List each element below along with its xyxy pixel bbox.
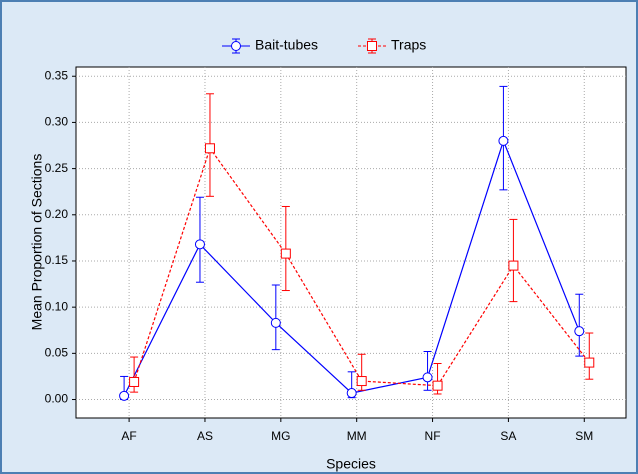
y-tick-label: 0.20 — [45, 207, 69, 221]
x-tick-label: MM — [347, 429, 367, 443]
x-tick-label: AS — [197, 429, 213, 443]
marker — [498, 135, 509, 146]
y-tick-label: 0.25 — [45, 161, 69, 175]
marker — [356, 376, 367, 387]
x-tick-label: MG — [271, 429, 290, 443]
legend-marker — [367, 41, 377, 51]
legend-marker — [231, 41, 241, 51]
legend-label: Traps — [391, 37, 426, 53]
x-tick-label: SA — [500, 429, 516, 443]
y-axis-label: Mean Proportion of Sections — [29, 154, 45, 331]
marker — [129, 376, 140, 387]
marker — [574, 326, 585, 337]
y-tick-label: 0.00 — [45, 392, 69, 406]
x-tick-label: NF — [425, 429, 441, 443]
y-tick-label: 0.05 — [45, 346, 69, 360]
legend-label: Bait-tubes — [255, 37, 318, 53]
marker — [119, 390, 130, 401]
x-tick-label: AF — [121, 429, 136, 443]
marker — [584, 357, 595, 368]
y-tick-label: 0.10 — [45, 299, 69, 313]
marker — [204, 143, 215, 154]
marker — [270, 317, 281, 328]
y-tick-label: 0.30 — [45, 115, 69, 129]
marker — [194, 239, 205, 250]
y-tick-label: 0.15 — [45, 253, 69, 267]
x-tick-label: SM — [575, 429, 593, 443]
marker — [508, 260, 519, 271]
marker — [422, 372, 433, 383]
marker — [280, 248, 291, 259]
marker — [432, 380, 443, 391]
x-axis-label: Species — [326, 456, 376, 472]
marker — [346, 388, 357, 399]
y-tick-label: 0.35 — [45, 68, 69, 82]
plot-area — [75, 66, 627, 419]
